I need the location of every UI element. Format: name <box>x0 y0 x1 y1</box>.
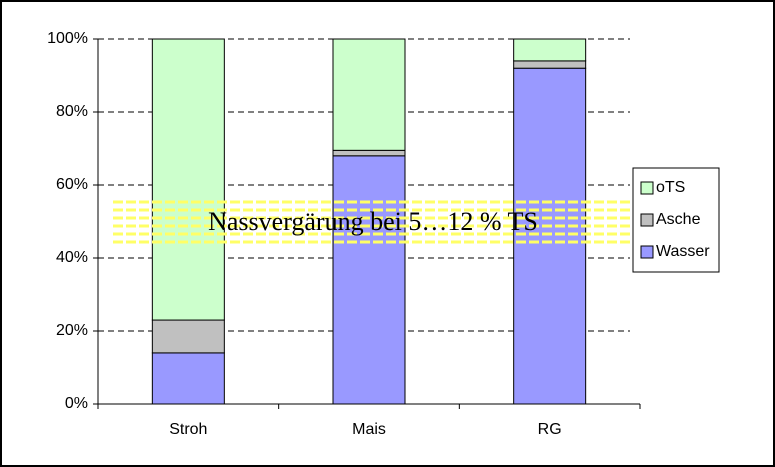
legend-label: oTS <box>656 179 685 196</box>
bar-segment <box>332 149 406 157</box>
y-tick-label: 40% <box>56 249 88 266</box>
bar-segment <box>513 60 587 69</box>
bar-segment <box>151 38 225 321</box>
legend-label: Asche <box>656 211 701 228</box>
bar-segment <box>332 38 406 151</box>
x-tick-label: Stroh <box>169 421 207 438</box>
legend-swatch <box>640 213 654 227</box>
y-tick-label: 0% <box>65 395 88 412</box>
bar-segment <box>151 352 225 405</box>
bar-segment <box>513 38 587 62</box>
legend-swatch <box>640 181 654 195</box>
legend-swatch <box>640 245 654 259</box>
x-tick-label: RG <box>538 421 562 438</box>
y-tick-label: 80% <box>56 103 88 120</box>
bar-segment <box>513 67 587 405</box>
legend-label: Wasser <box>656 243 710 260</box>
bar-segment <box>151 319 225 354</box>
y-tick-label: 60% <box>56 176 88 193</box>
y-tick-label: 20% <box>56 322 88 339</box>
annotation: Nassvergärung bei 5…12 % TS <box>208 207 538 236</box>
bar-segment <box>332 155 406 405</box>
y-tick-label: 100% <box>47 30 88 47</box>
x-tick-label: Mais <box>352 421 386 438</box>
